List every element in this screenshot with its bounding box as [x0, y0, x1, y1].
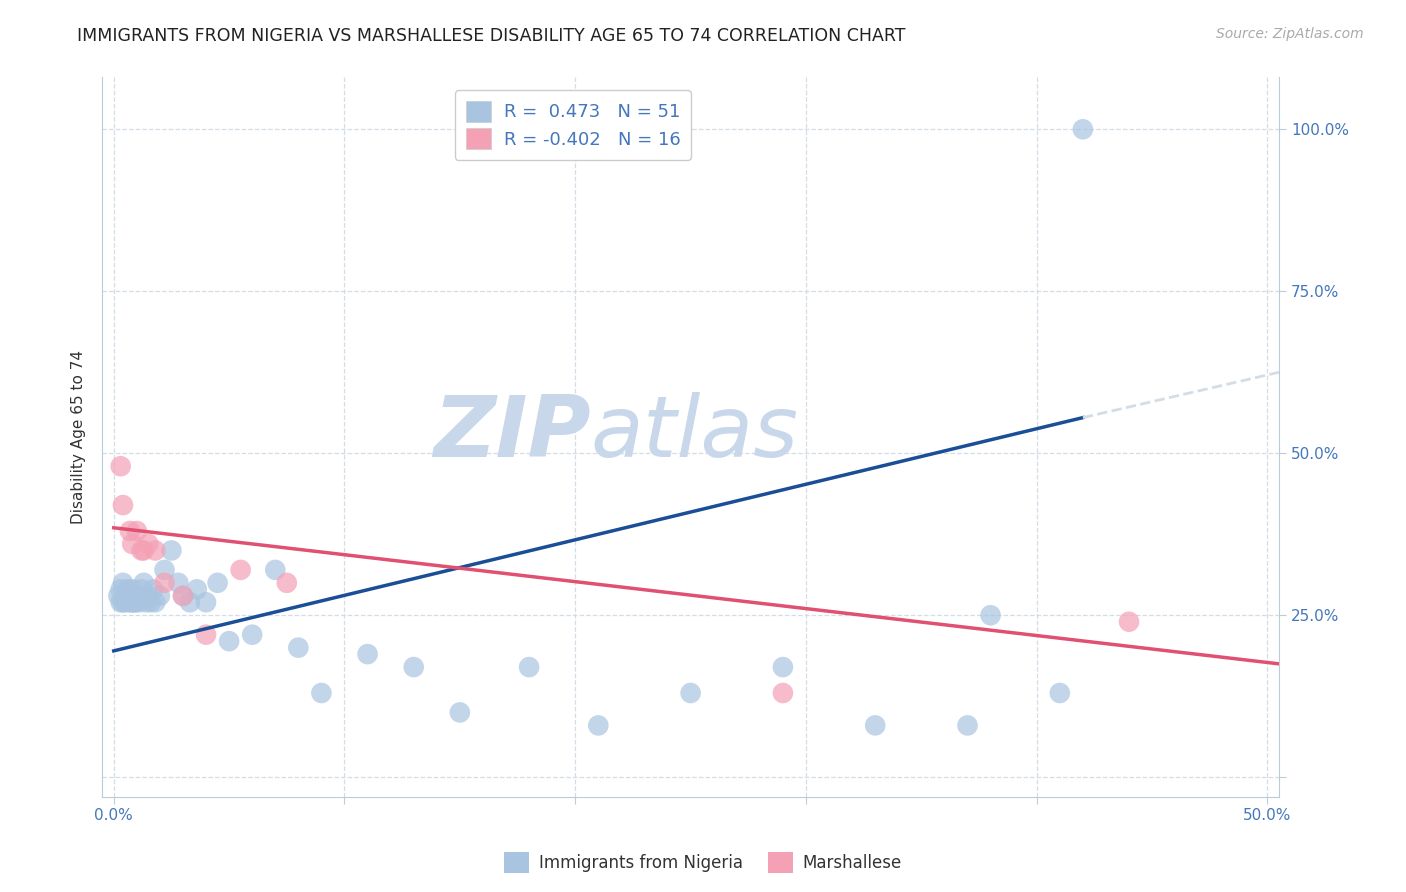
Point: [195, 595, 218, 609]
Point: [110, 595, 132, 609]
Point: [172, 589, 194, 603]
Point: [124, 595, 146, 609]
Text: IMMIGRANTS FROM NIGERIA VS MARSHALLESE DISABILITY AGE 65 TO 74 CORRELATION CHART: IMMIGRANTS FROM NIGERIA VS MARSHALLESE D…: [77, 27, 905, 45]
Point: [863, 718, 886, 732]
Point: [125, 589, 148, 603]
Point: [132, 575, 155, 590]
Point: [132, 543, 155, 558]
Point: [139, 595, 162, 609]
Point: [1049, 686, 1071, 700]
Point: [160, 543, 183, 558]
Point: [229, 563, 252, 577]
Point: [143, 595, 166, 609]
Point: [172, 589, 194, 603]
Text: Source: ZipAtlas.com: Source: ZipAtlas.com: [1216, 27, 1364, 41]
Point: [118, 524, 141, 538]
Point: [186, 582, 208, 597]
Point: [956, 718, 979, 732]
Point: [153, 575, 176, 590]
Text: ZIP: ZIP: [433, 392, 591, 475]
Point: [121, 582, 143, 597]
Point: [125, 589, 148, 603]
Point: [1071, 122, 1094, 136]
Point: [356, 647, 378, 661]
Point: [449, 706, 471, 720]
Point: [143, 543, 166, 558]
Point: [149, 589, 172, 603]
Point: [195, 628, 218, 642]
Point: [311, 686, 333, 700]
Point: [218, 634, 240, 648]
Text: atlas: atlas: [591, 392, 799, 475]
Point: [1118, 615, 1140, 629]
Point: [121, 595, 143, 609]
Point: [114, 589, 136, 603]
Point: [107, 589, 129, 603]
Legend: Immigrants from Nigeria, Marshallese: Immigrants from Nigeria, Marshallese: [498, 846, 908, 880]
Point: [264, 563, 287, 577]
Point: [402, 660, 425, 674]
Point: [111, 575, 134, 590]
Point: [117, 589, 139, 603]
Point: [588, 718, 610, 732]
Point: [207, 575, 229, 590]
Point: [114, 595, 136, 609]
Point: [131, 543, 153, 558]
Point: [117, 582, 139, 597]
Point: [138, 537, 160, 551]
Point: [118, 595, 141, 609]
Legend: R =  0.473   N = 51, R = -0.402   N = 16: R = 0.473 N = 51, R = -0.402 N = 16: [454, 90, 692, 160]
Point: [980, 608, 1002, 623]
Y-axis label: Disability Age 65 to 74: Disability Age 65 to 74: [72, 350, 86, 524]
Point: [142, 582, 165, 597]
Point: [276, 575, 298, 590]
Point: [679, 686, 702, 700]
Point: [121, 537, 143, 551]
Point: [128, 595, 150, 609]
Point: [167, 575, 190, 590]
Point: [135, 595, 157, 609]
Point: [287, 640, 309, 655]
Point: [153, 563, 176, 577]
Point: [772, 660, 794, 674]
Point: [138, 589, 160, 603]
Point: [124, 595, 146, 609]
Point: [517, 660, 540, 674]
Point: [111, 595, 134, 609]
Point: [111, 498, 134, 512]
Point: [131, 582, 153, 597]
Point: [179, 595, 201, 609]
Point: [240, 628, 263, 642]
Point: [110, 459, 132, 474]
Point: [118, 589, 141, 603]
Point: [110, 582, 132, 597]
Point: [125, 524, 148, 538]
Point: [772, 686, 794, 700]
